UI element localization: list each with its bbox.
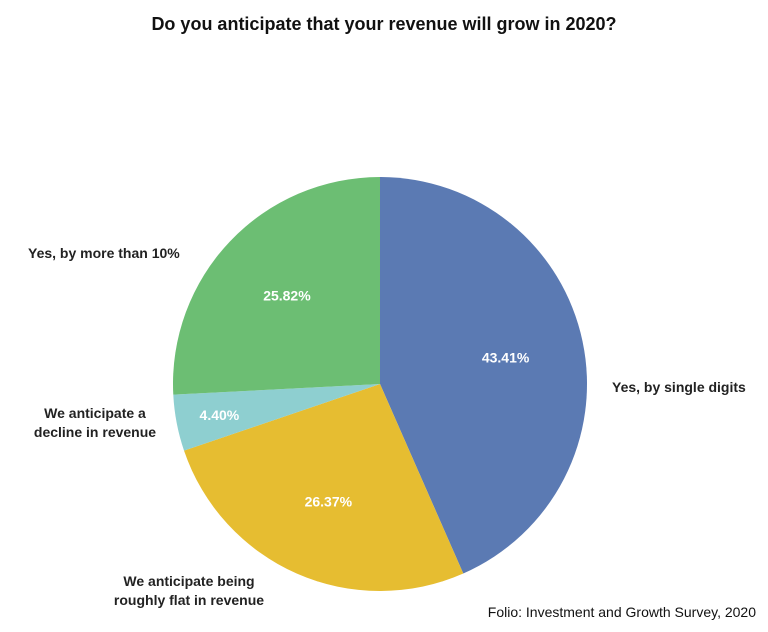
category-label-flat: We anticipate being roughly flat in reve…	[113, 573, 265, 608]
category-label-more-than-10: Yes, by more than 10%	[28, 245, 180, 261]
pie-slice-2	[173, 384, 380, 451]
slice-value-label-3: 25.82%	[263, 288, 311, 304]
slice-value-label-0: 43.41%	[482, 350, 530, 366]
slice-value-label-2: 4.40%	[200, 407, 240, 423]
source-note: Folio: Investment and Growth Survey, 202…	[487, 604, 756, 620]
pie-slice-3	[173, 177, 380, 395]
pie-slice-0	[380, 177, 587, 574]
pie-slice-1	[184, 384, 464, 591]
category-label-single-digits: Yes, by single digits	[612, 379, 746, 395]
slice-value-label-1: 26.37%	[305, 493, 353, 509]
category-label-decline: We anticipate a decline in revenue	[33, 405, 157, 440]
chart-title: Do you anticipate that your revenue will…	[151, 14, 617, 34]
